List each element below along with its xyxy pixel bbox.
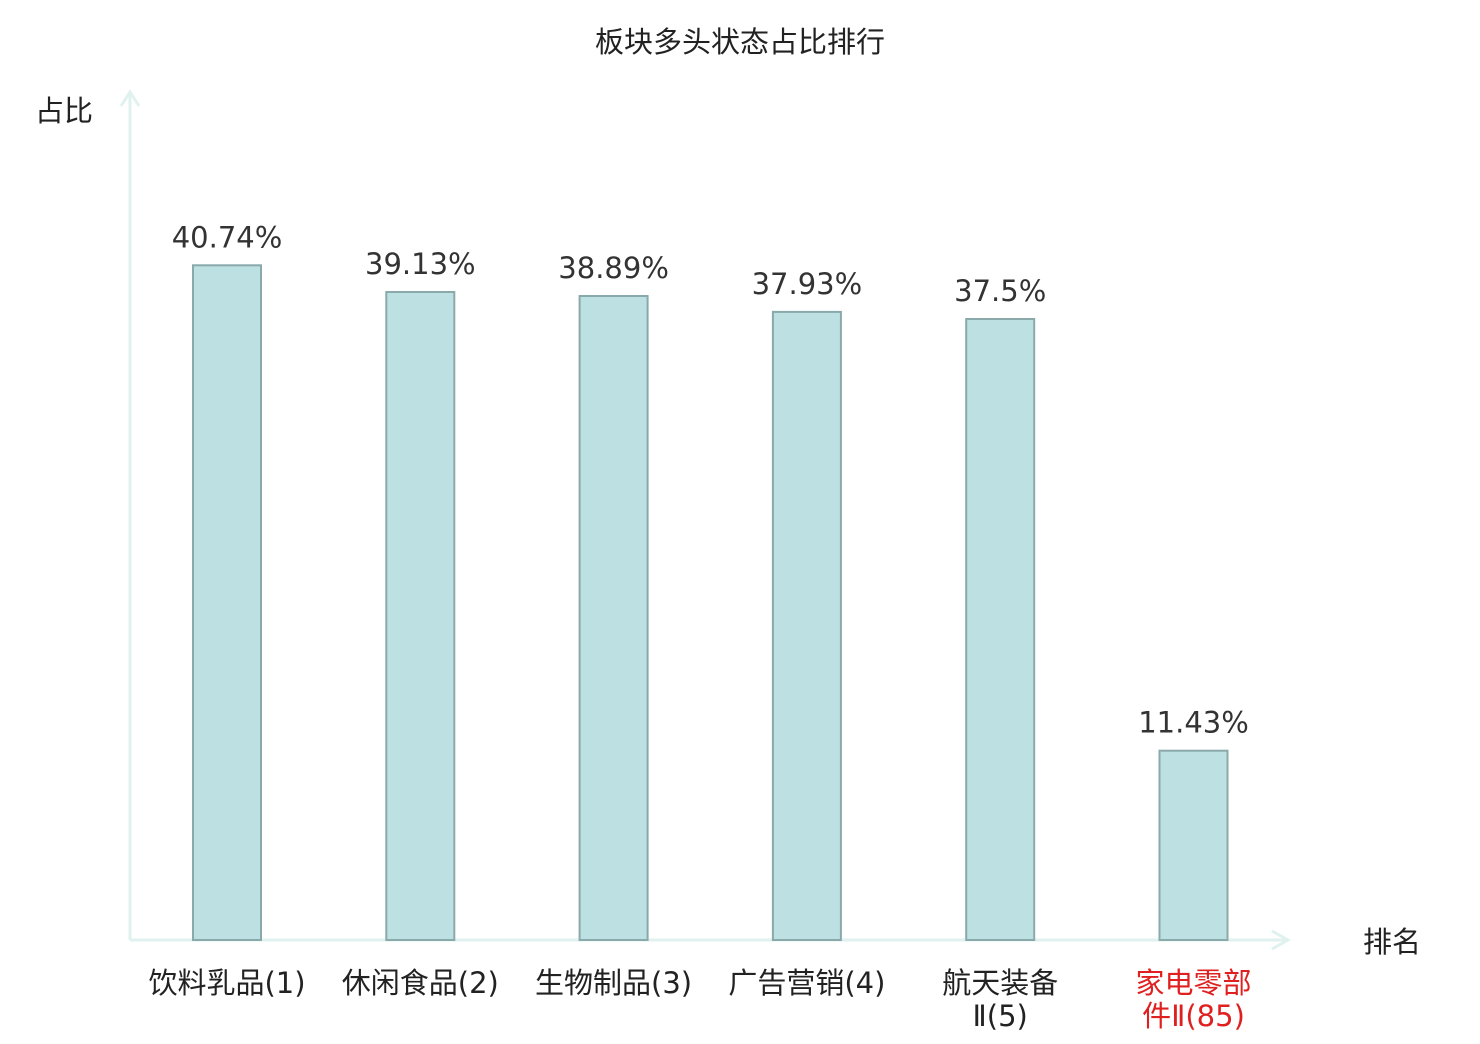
category-tick-label-line: 饮料乳品(1) (148, 966, 305, 1000)
category-tick-label-line: Ⅱ(5) (973, 999, 1028, 1033)
category-tick-label: 家电零部件Ⅱ(85) (1135, 966, 1251, 1033)
bar-value-label: 38.89% (558, 251, 669, 285)
x-axis-label: 排名 (1363, 925, 1421, 959)
bars-group: 40.74% 饮料乳品(1) 39.13% 休闲食品(2) 38.89% 生物制品(3) 3… (148, 220, 1251, 1033)
category-tick-label: 休闲食品(2) (342, 966, 499, 1000)
category-tick-label-line: 件Ⅱ(85) (1142, 999, 1245, 1033)
y-axis-arrow-icon (119, 89, 141, 107)
bar (578, 295, 649, 941)
category-tick-label-line: 广告营销(4) (728, 966, 885, 1000)
category-tick-label: 航天装备 Ⅱ(5) (942, 966, 1058, 1033)
chart-title: 板块多头状态占比排行 (595, 25, 885, 59)
category-tick-label-line: 休闲食品(2) (342, 966, 499, 1000)
x-axis-arrow-icon (1271, 929, 1292, 951)
bar-value-label: 37.93% (752, 267, 863, 301)
category-tick-label-line: 生物制品(3) (535, 966, 692, 1000)
bar (771, 310, 842, 941)
bar-value-label: 37.5% (954, 274, 1046, 308)
category-tick-label: 广告营销(4) (728, 966, 885, 1000)
bar (192, 264, 262, 941)
bar (965, 318, 1036, 941)
y-axis-label: 占比 (35, 94, 93, 128)
bar (385, 291, 456, 941)
category-tick-label-line: 家电零部 (1135, 966, 1251, 1000)
bar-value-label: 39.13% (365, 247, 476, 281)
category-tick-label: 饮料乳品(1) (148, 966, 305, 1000)
bar (1158, 749, 1229, 942)
bar-value-label: 40.74% (172, 220, 283, 254)
category-tick-label-line: 航天装备 (942, 966, 1058, 1000)
category-tick-label: 生物制品(3) (535, 966, 692, 1000)
bar-value-label: 11.43% (1138, 706, 1249, 740)
